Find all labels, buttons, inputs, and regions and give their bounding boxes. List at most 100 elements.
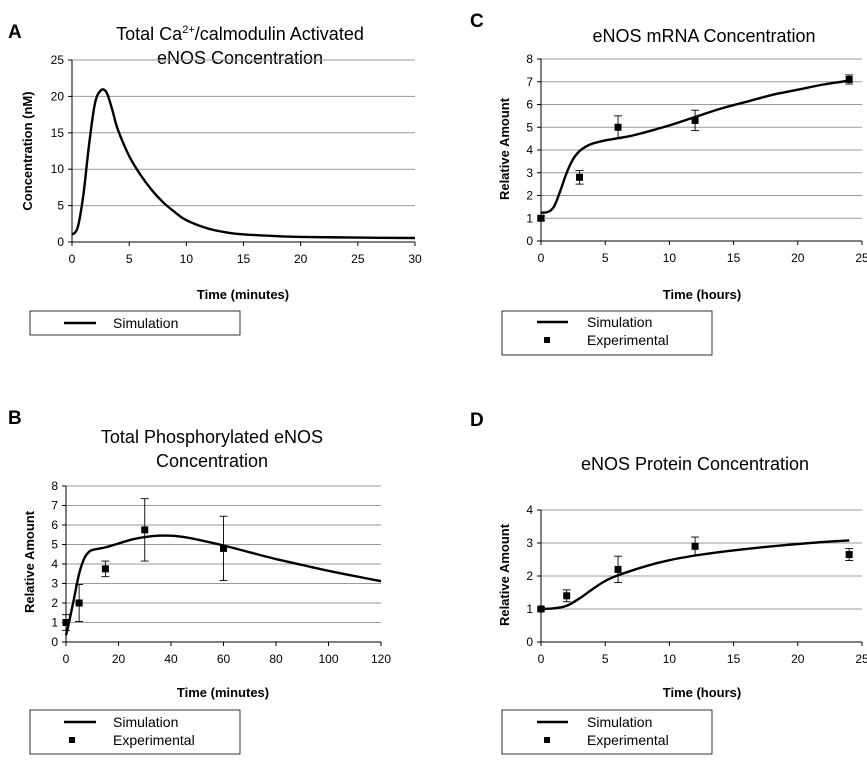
legend-b: Simulation Experimental [29,709,241,755]
series-line-simulation-c [540,79,850,214]
legend-marker-experimental-b [69,737,75,743]
data-point-experimental-d [563,592,571,600]
panel-a: A Total Ca2+/calmodulin Activated eNOS C… [8,22,422,336]
x-tick-label-a: 10 [180,252,194,266]
legend-label-experimental-d: Experimental [587,732,669,748]
x-tick-label-a: 30 [408,252,422,266]
y-axis-label-c: Relative Amount [497,97,512,200]
x-axis-label-b: Time (minutes) [177,685,269,700]
legend-a: Simulation [29,310,241,336]
y-tick-label-a: 0 [57,235,64,249]
y-tick-label-a: 10 [51,162,65,176]
x-tick-label-d: 20 [791,652,805,666]
legend-label-simulation-b: Simulation [113,714,178,730]
y-tick-label-b: 5 [51,538,58,552]
series-line-simulation-d [540,539,850,611]
y-tick-label-b: 0 [51,635,58,649]
legend-marker-experimental-d [544,737,550,743]
y-tick-label-c: 4 [526,143,533,157]
x-tick-label-b: 0 [63,652,70,666]
data-point-experimental-c [614,123,622,131]
x-tick-label-a: 0 [69,252,76,266]
x-axis-label-d: Time (hours) [663,685,742,700]
legend-label-simulation-a: Simulation [113,315,178,331]
chart-title-b-line2: Concentration [156,451,268,471]
legend-label-experimental-b: Experimental [113,732,195,748]
panel-label-b: B [8,408,22,429]
y-tick-label-a: 25 [51,53,65,67]
y-tick-label-d: 0 [526,635,533,649]
data-point-experimental-c [576,173,584,181]
y-tick-label-b: 6 [51,518,58,532]
data-point-experimental-d [614,565,622,573]
data-point-experimental-b [101,565,109,573]
y-tick-label-b: 7 [51,499,58,513]
x-tick-label-c: 10 [663,251,677,265]
legend-box-b [29,709,241,755]
x-tick-label-d: 25 [855,652,867,666]
x-tick-label-c: 20 [791,251,805,265]
y-tick-label-c: 0 [526,234,533,248]
y-axis-label-a: Concentration (nM) [20,91,35,210]
x-tick-label-a: 25 [351,252,365,266]
data-point-experimental-b [62,619,70,626]
y-tick-label-b: 3 [51,577,58,591]
chart-title-a-line1: Total Ca2+/calmodulin Activated [116,24,364,44]
x-tick-label-b: 20 [112,652,126,666]
x-tick-label-c: 25 [855,251,867,265]
data-point-experimental-d [537,605,545,613]
y-tick-label-c: 7 [526,75,533,89]
data-point-experimental-d [691,542,699,550]
x-tick-label-a: 15 [237,252,251,266]
y-tick-label-b: 1 [51,616,58,630]
legend-label-experimental-c: Experimental [587,332,669,348]
chart-title-b-line1: Total Phosphorylated eNOS [101,427,323,447]
legend-label-simulation-d: Simulation [587,714,652,730]
y-axis-label-d: Relative Amount [497,523,512,626]
legend-d: Simulation Experimental [501,709,713,755]
y-tick-label-b: 8 [51,479,58,493]
plot-area-c: 0 1 2 3 4 5 6 7 8 0 5 10 15 20 25 [526,52,867,265]
data-point-experimental-c [537,214,545,222]
x-tick-label-d: 10 [663,652,677,666]
y-tick-label-a: 20 [51,89,65,103]
chart-title-c: eNOS mRNA Concentration [592,26,815,46]
x-axis-label-a: Time (minutes) [197,287,289,302]
panel-label-d: D [470,410,484,431]
y-tick-label-b: 4 [51,557,58,571]
x-tick-label-d: 15 [727,652,741,666]
y-tick-label-c: 1 [526,211,533,225]
legend-box-d [501,709,713,755]
x-tick-label-b: 60 [217,652,231,666]
chart-title-a-line2: eNOS Concentration [157,48,323,68]
y-axis-label-b: Relative Amount [22,510,37,613]
y-tick-label-c: 6 [526,98,533,112]
data-point-experimental-c [845,75,853,83]
legend-box-c [501,310,713,356]
y-tick-label-a: 5 [57,199,64,213]
legend-label-simulation-c: Simulation [587,314,652,330]
y-tick-label-b: 2 [51,596,58,610]
x-tick-label-a: 20 [294,252,308,266]
chart-title-d: eNOS Protein Concentration [581,454,809,474]
x-tick-label-b: 100 [318,652,338,666]
data-point-experimental-c [691,116,699,124]
y-tick-label-a: 15 [51,126,65,140]
plot-area-a: 0 5 10 15 20 25 0 5 10 15 20 25 30 [51,53,422,266]
x-tick-label-c: 0 [538,251,545,265]
x-tick-label-b: 80 [269,652,283,666]
x-tick-label-d: 5 [602,652,609,666]
y-tick-label-c: 8 [526,52,533,66]
panel-label-a: A [8,22,22,43]
series-line-simulation-a [71,88,416,240]
legend-marker-experimental-c [544,337,550,343]
x-tick-label-b: 120 [371,652,391,666]
y-tick-label-c: 5 [526,120,533,134]
y-tick-label-d: 4 [526,503,533,517]
y-tick-label-d: 2 [526,569,533,583]
plot-area-d: 0 1 2 3 4 0 5 10 15 20 25 [526,503,867,666]
y-tick-label-c: 3 [526,166,533,180]
data-point-experimental-b [141,526,149,534]
